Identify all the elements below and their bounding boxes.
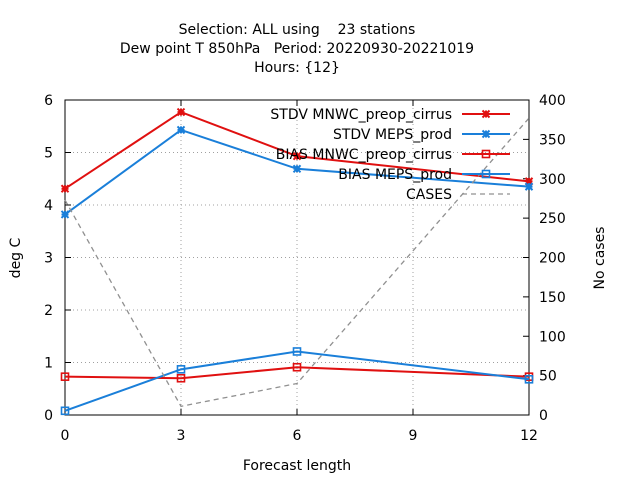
gridlines — [65, 100, 529, 415]
data-point — [481, 129, 491, 139]
data-point — [60, 210, 70, 219]
y-tick-label: 3 — [44, 251, 53, 267]
legend-label: BIAS MEPS_prod — [338, 167, 452, 183]
title-line: Selection: ALL using 23 stations — [179, 22, 416, 38]
data-point — [176, 373, 186, 383]
data-point — [481, 149, 491, 159]
y2-tick-label: 50 — [539, 369, 557, 385]
data-point — [292, 362, 302, 372]
legend-label: STDV MEPS_prod — [333, 127, 452, 143]
y-tick-label: 6 — [44, 93, 53, 109]
data-point — [176, 107, 186, 117]
series-line — [64, 366, 530, 380]
y-axis-label: deg C — [8, 237, 24, 278]
data-point — [481, 109, 491, 119]
y-tick-label: 5 — [44, 146, 53, 162]
series-2 — [60, 362, 534, 383]
series-line — [64, 117, 530, 408]
title-line: Dew point T 850hPa Period: 20220930-2022… — [120, 41, 474, 57]
data-point — [292, 151, 302, 161]
data-point — [60, 184, 70, 193]
x-tick-label: 12 — [520, 428, 538, 444]
data-point — [60, 372, 70, 381]
y2-axis-label: No cases — [592, 227, 608, 290]
y2-tick-label: 0 — [539, 408, 548, 424]
series-1 — [60, 125, 534, 219]
y2-tick-label: 400 — [539, 93, 566, 109]
y2-tick-label: 200 — [539, 251, 566, 267]
x-axis-label: Forecast length — [243, 458, 351, 474]
series-line — [64, 350, 530, 412]
legend: STDV MNWC_preop_cirrus STDV MEPS_prod BIAS… — [270, 107, 510, 203]
y-tick-label: 4 — [44, 198, 53, 214]
y2-tick-label: 300 — [539, 172, 566, 188]
chart-title: Selection: ALL using 23 stations Dew poin… — [120, 22, 474, 76]
y-tick-label: 1 — [44, 356, 53, 372]
title-line: Hours: {12} — [254, 60, 340, 76]
y2-tick-label: 350 — [539, 132, 566, 148]
series-3 — [60, 347, 534, 416]
data-point — [524, 374, 534, 384]
y2-tick-label: 100 — [539, 329, 566, 345]
legend-label: STDV MNWC_preop_cirrus — [270, 107, 452, 123]
x-tick-label: 0 — [61, 428, 70, 444]
data-point — [60, 406, 70, 416]
x-tick-label: 6 — [293, 428, 302, 444]
series-4 — [64, 117, 530, 408]
legend-label: CASES — [406, 187, 452, 203]
data-point — [524, 177, 534, 186]
data-point — [292, 164, 302, 173]
y2-tick-label: 150 — [539, 290, 566, 306]
series-line — [64, 128, 530, 216]
legend-label: BIAS MNWC_preop_cirrus — [276, 147, 452, 163]
y2-tick-label: 250 — [539, 211, 566, 227]
y-tick-label: 0 — [44, 408, 53, 424]
y-tick-label: 2 — [44, 303, 53, 319]
data-point — [292, 347, 302, 356]
x-tick-label: 9 — [409, 428, 418, 444]
series-0 — [60, 107, 534, 193]
data-point — [176, 125, 186, 135]
data-point — [176, 365, 186, 374]
data-point — [524, 182, 534, 191]
series-layer — [60, 107, 534, 416]
data-point — [481, 169, 491, 179]
x-tick-label: 3 — [177, 428, 186, 444]
series-line — [64, 110, 530, 190]
